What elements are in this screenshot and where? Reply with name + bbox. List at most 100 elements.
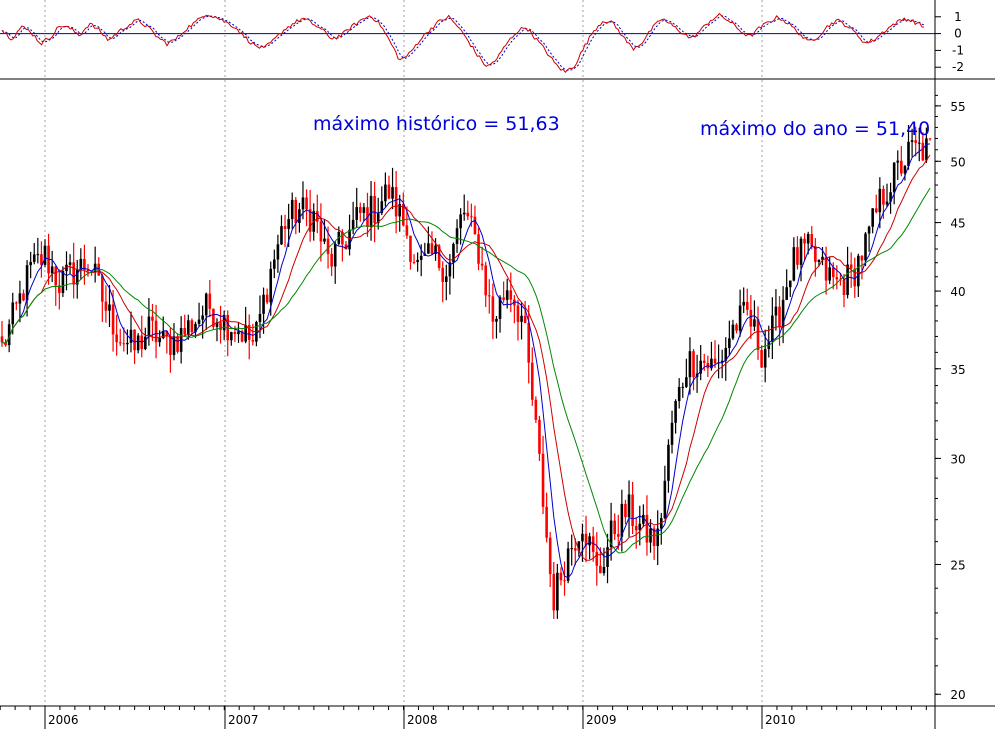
candle-body [43, 245, 47, 265]
candle-body [563, 580, 566, 582]
candle-body [455, 228, 459, 244]
candle-body [161, 331, 165, 338]
candle-body [419, 255, 423, 260]
candle-body [796, 247, 799, 265]
candle-body [462, 212, 466, 215]
candle-body [480, 263, 484, 266]
candle-body [172, 336, 176, 355]
candle-body [452, 243, 455, 263]
candle-body [65, 264, 68, 272]
candle-body [892, 162, 896, 193]
candle-body [477, 234, 480, 264]
candle-body [570, 548, 573, 550]
price-tick-label: 35 [950, 363, 965, 377]
candle-body [204, 293, 208, 316]
candle-body [258, 313, 262, 323]
candle-body [599, 565, 602, 574]
price-tick-label: 30 [950, 452, 965, 466]
candle-body [29, 261, 32, 266]
candle-body [348, 229, 351, 250]
candle-body [226, 315, 230, 341]
candle-body [104, 301, 108, 311]
annotation-year-high: máximo do ano = 51,40 [700, 118, 930, 140]
candle-body [692, 351, 695, 378]
candle-body [54, 266, 58, 286]
candle-body [68, 262, 72, 265]
candle-body [75, 269, 79, 285]
candle-body [806, 234, 810, 244]
candle-body [917, 142, 921, 144]
year-label: 2006 [48, 713, 79, 727]
candle-body [810, 234, 814, 247]
candle-body [434, 245, 437, 254]
candle-body [516, 305, 520, 322]
candle-body [817, 259, 821, 262]
price-tick-label: 45 [950, 217, 965, 231]
annotation-all-time-high: máximo histórico = 51,63 [313, 113, 560, 135]
candle-body [244, 324, 247, 342]
candle-body [914, 140, 917, 143]
candle-body [144, 336, 147, 350]
candle-body [538, 419, 541, 454]
candle-body [58, 285, 61, 293]
candle-body [857, 255, 860, 287]
candle-body [921, 142, 925, 161]
candle-body [710, 358, 713, 369]
candle-body [853, 268, 857, 287]
candle-body [129, 329, 133, 343]
candle-body [255, 322, 258, 342]
candle-body [316, 211, 319, 222]
candle-body [444, 276, 448, 282]
candle-body [208, 293, 212, 309]
candle-body [147, 316, 151, 337]
candle-body [702, 360, 706, 363]
candle-body [642, 514, 645, 524]
candle-body [398, 204, 402, 217]
candle-body [842, 279, 846, 296]
oscillator-tick-label: 1 [954, 10, 962, 24]
candle-body [294, 199, 298, 223]
candle-body [190, 320, 194, 333]
candle-body [745, 301, 749, 310]
candle-body [108, 304, 111, 311]
candle-body [860, 255, 864, 261]
candle-body [631, 494, 634, 526]
candle-body [785, 287, 788, 300]
year-label: 2009 [586, 713, 617, 727]
candle-body [11, 302, 15, 325]
candle-body [742, 301, 745, 306]
candle-body [355, 207, 359, 220]
candle-body [169, 336, 172, 355]
candle-body [527, 322, 531, 363]
candle-body [552, 574, 556, 611]
candle-body [523, 315, 527, 323]
candle-body [187, 320, 190, 335]
candle-body [36, 254, 40, 256]
candle-body [505, 290, 509, 300]
candle-body [470, 216, 473, 218]
candle-body [753, 319, 756, 327]
candle-body [384, 184, 387, 202]
candle-body [86, 269, 90, 272]
candle-body [573, 548, 577, 551]
candle-body [502, 297, 505, 300]
candle-body [290, 199, 294, 220]
candle-body [301, 197, 305, 210]
candle-body [473, 216, 477, 235]
candle-body [616, 534, 620, 537]
price-tick-label: 40 [950, 285, 965, 299]
candle-body [681, 386, 685, 388]
candle-body [903, 166, 907, 174]
candle-body [910, 140, 914, 142]
candle-body [237, 331, 240, 335]
candle-body [487, 295, 491, 297]
candle-body [215, 322, 219, 327]
candle-body [728, 338, 731, 349]
candle-body [373, 195, 376, 224]
candle-body [756, 319, 760, 351]
candle-body [0, 336, 4, 343]
candle-body [559, 572, 563, 581]
